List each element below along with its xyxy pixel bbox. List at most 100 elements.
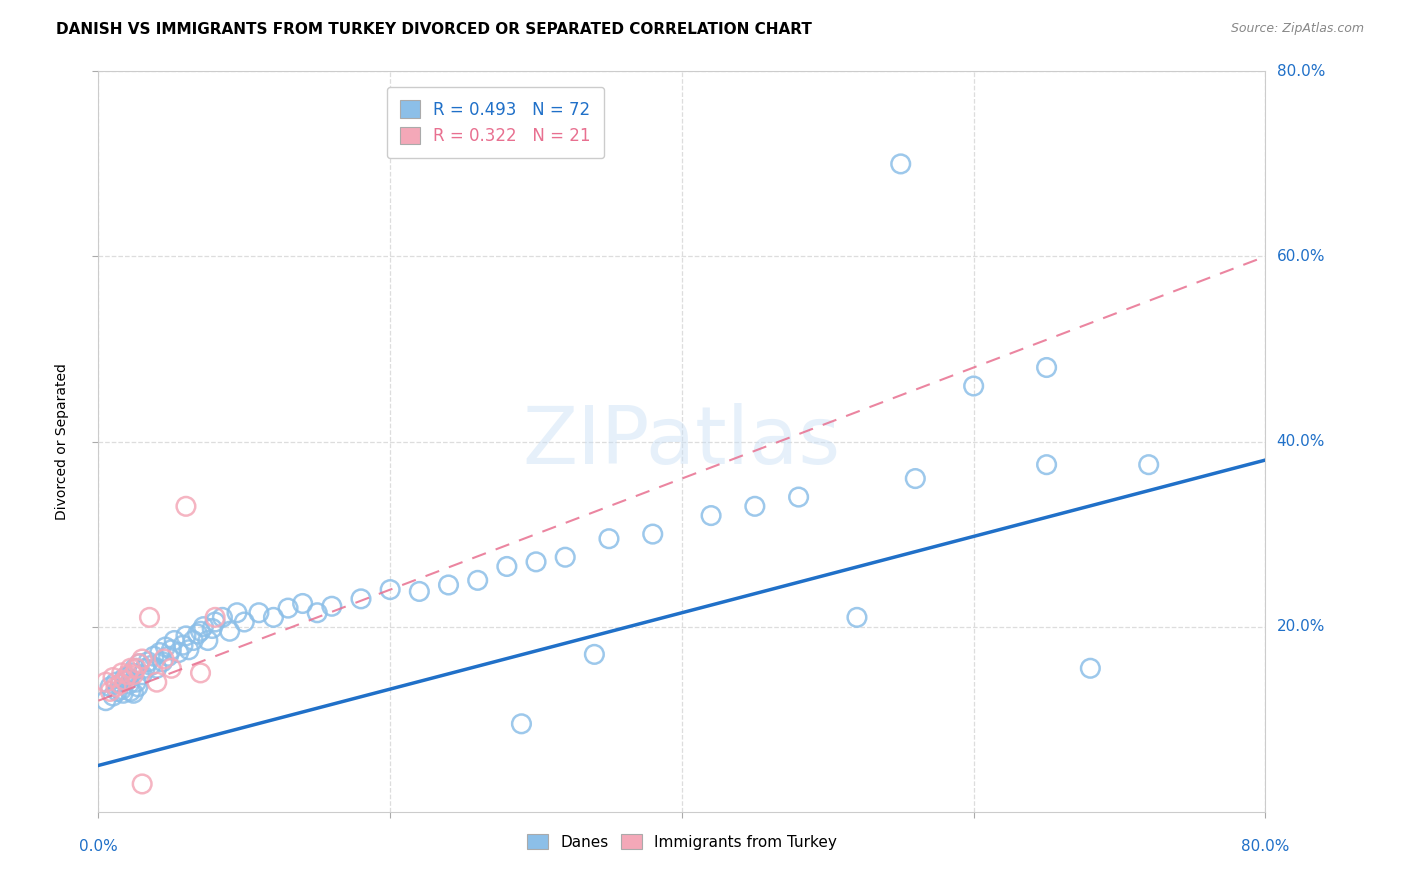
Point [124, 661, 146, 675]
Point [146, 675, 169, 690]
Point [172, 638, 194, 652]
Point [467, 574, 489, 588]
Point [98, 680, 121, 694]
Point [174, 500, 197, 514]
Point [1137, 458, 1160, 472]
Point [125, 675, 148, 690]
Point [101, 689, 124, 703]
Point [120, 684, 142, 698]
Point [163, 633, 186, 648]
Point [846, 610, 869, 624]
Text: Source: ZipAtlas.com: Source: ZipAtlas.com [1230, 22, 1364, 36]
Point [142, 649, 165, 664]
Point [131, 777, 153, 791]
Point [204, 615, 226, 629]
Point [962, 379, 984, 393]
Point [226, 606, 249, 620]
Point [153, 652, 176, 666]
Point [380, 582, 402, 597]
Text: 80.0%: 80.0% [1241, 839, 1289, 855]
Point [204, 610, 226, 624]
Point [149, 646, 172, 660]
Point [1035, 360, 1057, 375]
Point [167, 646, 190, 660]
Point [101, 671, 124, 685]
Text: 60.0%: 60.0% [1277, 249, 1324, 264]
Point [160, 661, 183, 675]
Point [152, 655, 174, 669]
Text: 0.0%: 0.0% [79, 839, 118, 855]
Point [190, 665, 212, 680]
Point [157, 649, 180, 664]
Point [321, 599, 343, 614]
Point [111, 665, 134, 680]
Text: 20.0%: 20.0% [1277, 619, 1324, 634]
Legend: Danes, Immigrants from Turkey: Danes, Immigrants from Turkey [520, 828, 844, 856]
Point [134, 661, 156, 675]
Point [1080, 661, 1102, 675]
Point [510, 716, 533, 731]
Point [247, 606, 270, 620]
Point [131, 652, 153, 666]
Point [598, 532, 620, 546]
Point [94, 675, 117, 690]
Point [117, 673, 139, 688]
Point [350, 591, 373, 606]
Point [122, 686, 145, 700]
Point [554, 550, 576, 565]
Point [136, 655, 159, 669]
Point [160, 642, 183, 657]
Point [114, 673, 136, 688]
Point [583, 648, 606, 662]
Point [110, 677, 132, 691]
Point [139, 658, 162, 673]
Point [904, 472, 927, 486]
Point [155, 640, 177, 654]
Point [187, 627, 209, 641]
Point [201, 622, 224, 636]
Point [524, 555, 547, 569]
Point [1035, 458, 1057, 472]
Point [700, 508, 723, 523]
Point [291, 597, 314, 611]
Point [408, 584, 430, 599]
Point [307, 606, 329, 620]
Point [127, 680, 149, 694]
Point [128, 657, 150, 671]
Point [190, 624, 212, 639]
Point [131, 667, 153, 681]
Point [94, 694, 117, 708]
Point [787, 490, 810, 504]
Point [128, 657, 150, 671]
Point [112, 686, 135, 700]
Point [744, 500, 766, 514]
Point [211, 610, 233, 624]
Text: DANISH VS IMMIGRANTS FROM TURKEY DIVORCED OR SEPARATED CORRELATION CHART: DANISH VS IMMIGRANTS FROM TURKEY DIVORCE… [56, 22, 813, 37]
Point [118, 677, 141, 691]
Point [104, 680, 127, 694]
Point [98, 684, 121, 698]
Point [122, 667, 145, 681]
Point [117, 667, 139, 681]
Text: 80.0%: 80.0% [1277, 64, 1324, 78]
Point [890, 157, 912, 171]
Point [218, 624, 240, 639]
Point [125, 661, 148, 675]
Point [138, 610, 160, 624]
Y-axis label: Divorced or Separated: Divorced or Separated [55, 363, 69, 520]
Point [110, 677, 132, 691]
Text: ZIPatlas: ZIPatlas [523, 402, 841, 481]
Point [262, 610, 284, 624]
Point [120, 661, 142, 675]
Point [181, 633, 204, 648]
Point [114, 671, 136, 685]
Point [193, 619, 215, 633]
Point [111, 682, 134, 697]
Point [197, 633, 219, 648]
Point [177, 642, 200, 657]
Point [437, 578, 460, 592]
Point [496, 559, 519, 574]
Point [174, 629, 197, 643]
Point [104, 675, 127, 690]
Text: 40.0%: 40.0% [1277, 434, 1324, 449]
